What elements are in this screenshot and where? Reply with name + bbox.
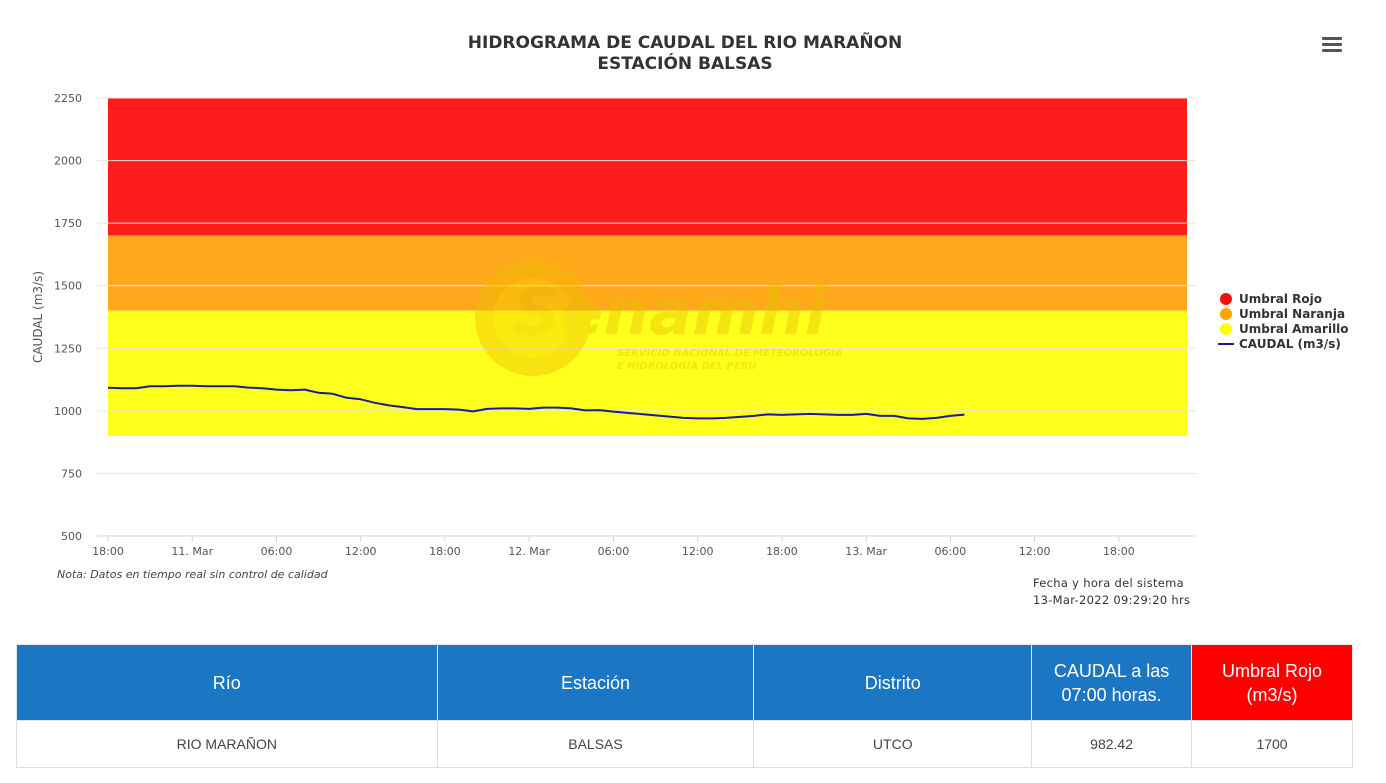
x-tick-label: 06:00	[935, 545, 967, 558]
system-date-label: Fecha y hora del sistema	[1033, 576, 1185, 590]
x-tick-label: 18:00	[92, 545, 124, 558]
x-tick-label: 11. Mar	[171, 545, 213, 558]
grid-lines	[97, 97, 1197, 537]
x-axis: 18:00 11. Mar 06:00 12:00 18:00 12. Mar 06:00 1…	[92, 535, 1197, 558]
x-tick-label: 06:00	[598, 545, 630, 558]
series-layer	[107, 384, 965, 420]
cell-distrito: UTCO	[753, 720, 1033, 768]
y-tick-label: 1250	[54, 342, 82, 355]
table-row: RIO MARAÑON BALSAS UTCO 982.42 1700	[16, 720, 1353, 768]
band-umbral-naranja	[108, 235, 1187, 311]
y-tick-label: 500	[61, 530, 82, 543]
watermark-line2: E HIDROLOGÍA DEL PERÚ	[617, 359, 757, 372]
header-distrito: Distrito	[753, 644, 1033, 721]
watermark-line1: SERVICIO NACIONAL DE METEOROLOGÍA	[617, 346, 843, 359]
senamhi-watermark: Senamhi SERVICIO NACIONAL DE METEOROLOGÍ…	[475, 260, 843, 376]
y-tick-label: 2000	[54, 155, 82, 168]
x-tick-label: 18:00	[1103, 545, 1135, 558]
x-tick-label: 12:00	[682, 545, 714, 558]
legend-symbol	[1220, 323, 1232, 335]
threshold-bands	[108, 98, 1187, 436]
legend-item[interactable]: Umbral Amarillo	[1239, 322, 1349, 336]
header-estacion: Estación	[436, 644, 755, 721]
x-tick-label: 18:00	[429, 545, 461, 558]
station-table: Río Estación Distrito CAUDAL a las 07:00…	[16, 644, 1353, 768]
y-axis-title: CAUDAL (m3/s)	[31, 271, 45, 363]
chart-title-line1: HIDROGRAMA DE CAUDAL DEL RIO MARAÑON	[468, 30, 902, 53]
y-tick-label: 1500	[54, 280, 82, 293]
header-caudal: CAUDAL a las 07:00 horas.	[1031, 644, 1193, 721]
chart-menu-icon[interactable]	[1318, 34, 1346, 58]
legend-item[interactable]: CAUDAL (m3/s)	[1239, 337, 1341, 351]
band-umbral-rojo	[108, 98, 1187, 236]
quality-note: Nota: Datos en tiempo real sin control d…	[57, 568, 328, 581]
hydrograph-chart: Senamhi SERVICIO NACIONAL DE METEOROLOGÍ…	[31, 30, 1349, 558]
y-tick-label: 750	[61, 467, 82, 480]
x-tick-label: 06:00	[261, 545, 293, 558]
y-tick-label: 1000	[54, 405, 82, 418]
series-line-caudal[interactable]	[107, 384, 965, 420]
x-tick-label: 12:00	[1019, 545, 1051, 558]
header-umbral-rojo: Umbral Rojo (m3/s)	[1191, 644, 1353, 721]
system-date-value: 13-Mar-2022 09:29:20 hrs	[1033, 593, 1191, 607]
legend-item[interactable]: Umbral Rojo	[1239, 292, 1322, 306]
sun-logo-icon	[475, 260, 591, 376]
legend-symbol	[1220, 293, 1232, 305]
watermark-brand: Senamhi	[514, 276, 828, 350]
x-tick-label: 12:00	[345, 545, 377, 558]
x-tick-label: 12. Mar	[508, 545, 550, 558]
x-tick-label: 18:00	[766, 545, 798, 558]
header-rio: Río	[16, 644, 438, 721]
table-header-row: Río Estación Distrito CAUDAL a las 07:00…	[16, 644, 1353, 721]
x-tick-label: 13. Mar	[845, 545, 887, 558]
y-axis: 500 750 1000 1250 1500 1750 2000 2250	[54, 92, 82, 543]
cell-caudal: 982.42	[1031, 720, 1193, 768]
chart-title-line2: ESTACIÓN BALSAS	[597, 52, 772, 74]
legend-item[interactable]: Umbral Naranja	[1239, 307, 1345, 321]
y-tick-label: 2250	[54, 92, 82, 105]
legend-symbol	[1220, 308, 1232, 320]
cell-estacion: BALSAS	[436, 720, 755, 768]
cell-rio: RIO MARAÑON	[16, 720, 438, 768]
y-tick-label: 1750	[54, 217, 82, 230]
system-date: Fecha y hora del sistema 13-Mar-2022 09:…	[1033, 575, 1190, 609]
cell-umbral-rojo: 1700	[1191, 720, 1353, 768]
